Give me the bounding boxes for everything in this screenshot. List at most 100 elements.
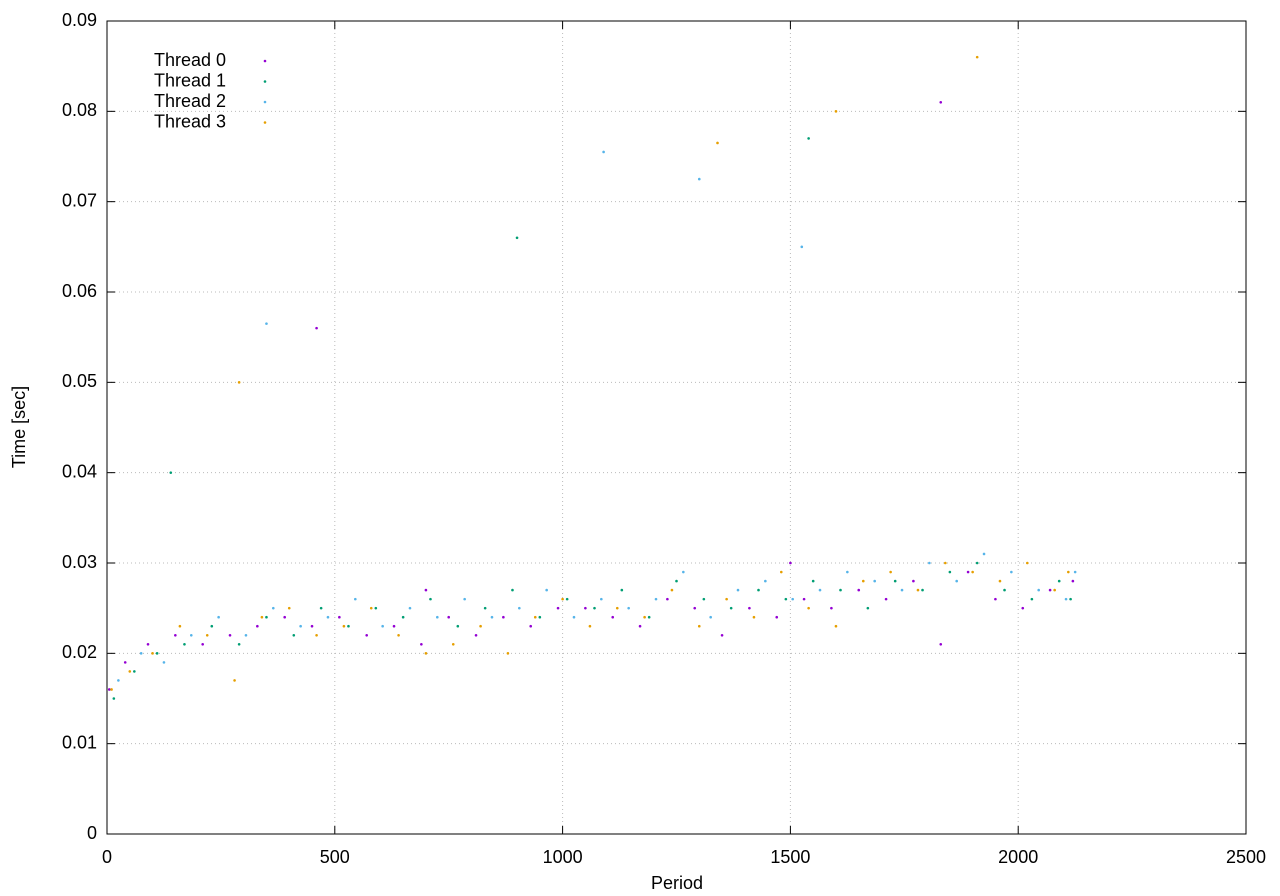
data-point bbox=[265, 615, 268, 619]
data-point bbox=[846, 570, 849, 574]
data-point bbox=[748, 606, 751, 610]
data-point bbox=[670, 588, 674, 592]
data-point bbox=[600, 597, 603, 601]
data-point bbox=[1048, 588, 1052, 592]
data-point bbox=[725, 597, 728, 601]
data-point bbox=[174, 633, 177, 637]
data-point bbox=[139, 652, 143, 655]
data-point bbox=[381, 624, 384, 628]
data-point bbox=[615, 606, 619, 610]
x-tick-label: 0 bbox=[102, 847, 112, 867]
data-point bbox=[752, 615, 756, 619]
data-point bbox=[463, 597, 466, 601]
data-point bbox=[948, 570, 952, 574]
data-point bbox=[1003, 588, 1006, 592]
y-tick-label: 0.09 bbox=[62, 10, 97, 30]
data-point bbox=[593, 606, 596, 610]
data-point bbox=[807, 137, 810, 140]
data-point bbox=[998, 579, 1002, 583]
data-point bbox=[256, 624, 259, 628]
data-point bbox=[169, 471, 173, 474]
data-point bbox=[189, 633, 193, 637]
data-point bbox=[807, 606, 810, 610]
data-point bbox=[716, 141, 719, 145]
y-axis-label: Time [sec] bbox=[9, 386, 29, 468]
y-tick-label: 0.07 bbox=[62, 190, 97, 210]
data-point bbox=[884, 597, 888, 601]
legend-label: Thread 1 bbox=[154, 70, 226, 90]
data-point bbox=[830, 606, 833, 610]
data-point bbox=[789, 561, 792, 565]
data-point bbox=[347, 624, 350, 628]
data-point bbox=[1073, 570, 1077, 574]
data-point bbox=[538, 615, 542, 619]
legend-label: Thread 2 bbox=[154, 91, 226, 111]
y-tick-label: 0.01 bbox=[62, 732, 97, 752]
data-point bbox=[682, 570, 685, 574]
data-point bbox=[146, 643, 150, 646]
data-point bbox=[117, 679, 120, 682]
data-point bbox=[529, 624, 533, 628]
data-point bbox=[1026, 561, 1029, 565]
data-point bbox=[483, 606, 487, 610]
data-point bbox=[784, 597, 788, 601]
data-point bbox=[720, 633, 724, 637]
data-point bbox=[326, 615, 330, 619]
data-point bbox=[939, 643, 943, 646]
data-point bbox=[982, 552, 986, 556]
data-point bbox=[834, 110, 838, 113]
data-point bbox=[315, 326, 318, 330]
data-point bbox=[1069, 597, 1072, 601]
data-point bbox=[123, 661, 127, 664]
data-point bbox=[299, 624, 302, 628]
data-point bbox=[217, 615, 220, 619]
data-point bbox=[354, 597, 357, 601]
plot-frame bbox=[106, 20, 1247, 835]
data-point bbox=[921, 588, 924, 592]
data-point bbox=[342, 624, 346, 628]
data-point bbox=[736, 588, 740, 592]
data-point bbox=[839, 588, 842, 592]
data-point bbox=[518, 606, 521, 610]
data-point bbox=[112, 697, 116, 700]
data-point bbox=[666, 597, 669, 601]
data-point bbox=[265, 322, 268, 325]
legend-marker bbox=[263, 80, 267, 83]
legend-marker bbox=[263, 100, 267, 104]
data-point bbox=[620, 588, 624, 592]
data-point bbox=[479, 624, 482, 628]
data-point bbox=[420, 643, 423, 646]
y-tick-label: 0 bbox=[87, 823, 97, 843]
data-point bbox=[702, 597, 706, 601]
y-tick-label: 0.02 bbox=[62, 642, 97, 662]
data-point bbox=[369, 606, 373, 610]
data-point bbox=[709, 615, 712, 619]
data-point bbox=[561, 597, 564, 601]
x-axis-label: Period bbox=[651, 873, 703, 893]
data-point bbox=[1057, 579, 1061, 583]
data-point bbox=[975, 55, 979, 59]
data-point bbox=[966, 570, 970, 574]
data-point bbox=[271, 606, 275, 610]
data-point bbox=[244, 633, 248, 637]
data-point bbox=[811, 579, 815, 583]
data-point bbox=[611, 615, 615, 619]
data-point bbox=[162, 661, 166, 664]
data-point bbox=[545, 588, 548, 592]
data-point bbox=[638, 624, 642, 628]
data-point bbox=[315, 633, 318, 637]
data-point bbox=[764, 579, 767, 583]
data-point bbox=[565, 597, 569, 601]
data-point bbox=[654, 597, 658, 601]
data-point bbox=[205, 633, 209, 637]
data-point bbox=[912, 579, 915, 583]
y-tick-label: 0.08 bbox=[62, 100, 97, 120]
data-point bbox=[857, 588, 861, 592]
data-point bbox=[775, 615, 779, 619]
data-point bbox=[474, 633, 478, 637]
data-point bbox=[627, 606, 630, 610]
data-point bbox=[237, 381, 241, 384]
data-point bbox=[228, 633, 232, 637]
data-point bbox=[447, 615, 451, 619]
